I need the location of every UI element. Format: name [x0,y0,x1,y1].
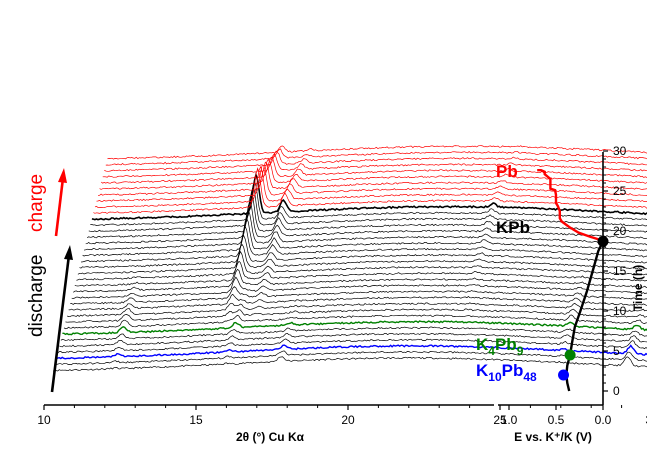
xrd-scan-16 [77,243,647,275]
xrd-x-axis-label: 2θ (°) Cu Kα [236,430,305,444]
xrd-scan-21 [85,201,647,245]
xrd-scan-6 [62,320,647,336]
xrd-scan-31 [100,156,647,184]
charge-arrow [54,177,65,237]
xrd-scan-22 [87,193,647,239]
direction-arrows [50,168,73,393]
xrd-scan-35 [107,145,647,160]
echem-x-tick-label-1.0: 1.0 [501,413,518,427]
xrd-scan-28 [96,164,647,202]
xrd-scan-0 [52,356,647,372]
xrd-scan-23 [88,186,647,233]
echem-y-tick-label-0: 0 [613,384,620,398]
xrd-tick-label-30: 30 [645,413,647,427]
xrd-scan-8 [65,308,647,323]
discharge-label: discharge [26,255,47,337]
xrd-scan-10 [68,293,647,311]
xrd-scan-14 [74,260,647,287]
xrd-scan-7 [63,314,647,330]
xrd-tick-label-10: 10 [37,413,51,427]
discharge-label-group: discharge [26,255,47,337]
echem-y-tick-label-20: 20 [613,224,627,238]
xrd-scan-11 [70,286,647,305]
echem-ticks: 1.0 0.5 0.0 0 5 10 15 20 25 30 [501,144,627,427]
xrd-tick-label-25: 25 [493,413,507,427]
echem-y-axis-label: Time (h) [631,265,645,311]
echem-markers [558,235,609,381]
xrd-scan-3 [57,338,647,354]
xrd-scan-26 [93,167,647,214]
xrd-scan-33 [104,150,647,172]
xrd-tick-label-15: 15 [189,413,203,427]
xrd-scan-30 [99,158,647,190]
discharge-arrow [50,254,71,393]
xrd-scan-34 [105,148,647,166]
echem-x-tick-label-0.0: 0.0 [595,413,612,427]
xrd-tick-label-20: 20 [341,413,355,427]
xrd-scan-32 [102,152,647,178]
charge-label-group: charge [26,174,47,232]
xrd-scan-29 [98,161,647,196]
xrd-scan-17 [79,234,647,269]
echem-marker-k4pb9 [564,349,576,361]
xrd-scan-15 [76,250,647,281]
charge-arrowhead [58,168,67,183]
xrd-scan-19 [82,217,647,257]
xrd-x-ticks: 101520253035 [37,405,647,427]
phase-label-pb: Pb [496,162,518,181]
phase-label-k10pb48: K10Pb48 [476,361,537,384]
xrd-scan-5 [60,326,647,342]
xrd-scan-4 [59,332,647,348]
xrd-scan-18 [80,225,647,263]
echem-x-tick-label-0.5: 0.5 [548,413,565,427]
xrd-scan-9 [66,302,647,317]
xrd-scan-12 [71,276,647,299]
xrd-scan-2 [55,344,647,360]
echem-y-tick-label-15: 15 [613,264,627,278]
xrd-scan-20 [84,208,647,251]
charge-label: charge [26,174,47,232]
echem-charge-curve [537,169,604,243]
xrd-scan-1 [54,350,647,366]
echem-y-tick-label-10: 10 [613,304,627,318]
xrd-scan-13 [73,268,647,293]
phase-label-k4pb9: K4Pb9 [476,335,524,358]
echem-y-tick-label-30: 30 [613,144,627,158]
echem-marker-k10pb48 [558,369,570,381]
discharge-arrowhead [64,245,73,260]
xrd-scan-24 [90,180,647,227]
xrd-scan-27 [94,165,647,208]
xrd-scan-25 [91,171,647,221]
echem-x-axis-label: E vs. K⁺/K (V) [514,430,592,444]
echem-y-tick-label-25: 25 [613,184,627,198]
xrd-patterns [52,145,647,372]
echem-y-tick-label-5: 5 [613,344,620,358]
phase-label-kpb: KPb [496,218,530,237]
echem-marker-kpb [597,235,609,247]
echem-discharge-curve [565,240,605,392]
